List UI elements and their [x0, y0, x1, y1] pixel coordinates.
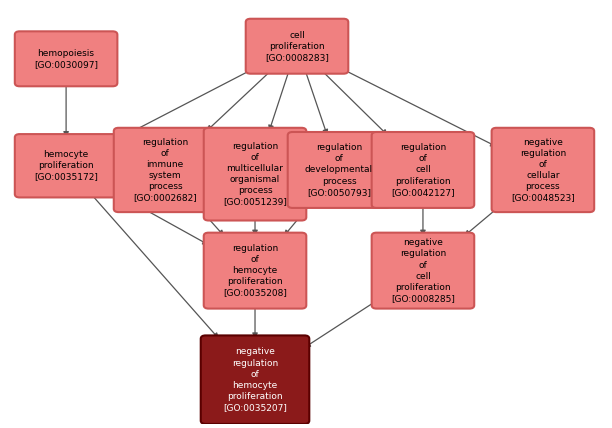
Text: cell
proliferation
[GO:0008283]: cell proliferation [GO:0008283]	[265, 31, 329, 62]
FancyBboxPatch shape	[371, 132, 474, 208]
FancyBboxPatch shape	[15, 31, 118, 86]
FancyBboxPatch shape	[204, 233, 306, 309]
FancyBboxPatch shape	[288, 132, 390, 208]
FancyBboxPatch shape	[371, 233, 474, 309]
FancyBboxPatch shape	[201, 336, 309, 424]
FancyBboxPatch shape	[246, 19, 348, 74]
Text: regulation
of
multicellular
organismal
process
[GO:0051239]: regulation of multicellular organismal p…	[223, 142, 287, 206]
Text: negative
regulation
of
cellular
process
[GO:0048523]: negative regulation of cellular process …	[511, 138, 575, 202]
FancyBboxPatch shape	[114, 128, 216, 212]
Text: regulation
of
immune
system
process
[GO:0002682]: regulation of immune system process [GO:…	[133, 138, 197, 202]
Text: negative
regulation
of
cell
proliferation
[GO:0008285]: negative regulation of cell proliferatio…	[391, 238, 455, 303]
Text: regulation
of
hemocyte
proliferation
[GO:0035208]: regulation of hemocyte proliferation [GO…	[223, 244, 287, 297]
FancyBboxPatch shape	[204, 128, 306, 220]
Text: hemocyte
proliferation
[GO:0035172]: hemocyte proliferation [GO:0035172]	[34, 150, 98, 181]
FancyBboxPatch shape	[491, 128, 594, 212]
FancyBboxPatch shape	[15, 134, 118, 197]
Text: hemopoiesis
[GO:0030097]: hemopoiesis [GO:0030097]	[34, 49, 98, 69]
Text: regulation
of
cell
proliferation
[GO:0042127]: regulation of cell proliferation [GO:004…	[391, 143, 455, 196]
Text: negative
regulation
of
hemocyte
proliferation
[GO:0035207]: negative regulation of hemocyte prolifer…	[223, 348, 287, 412]
Text: regulation
of
developmental
process
[GO:0050793]: regulation of developmental process [GO:…	[305, 143, 373, 196]
